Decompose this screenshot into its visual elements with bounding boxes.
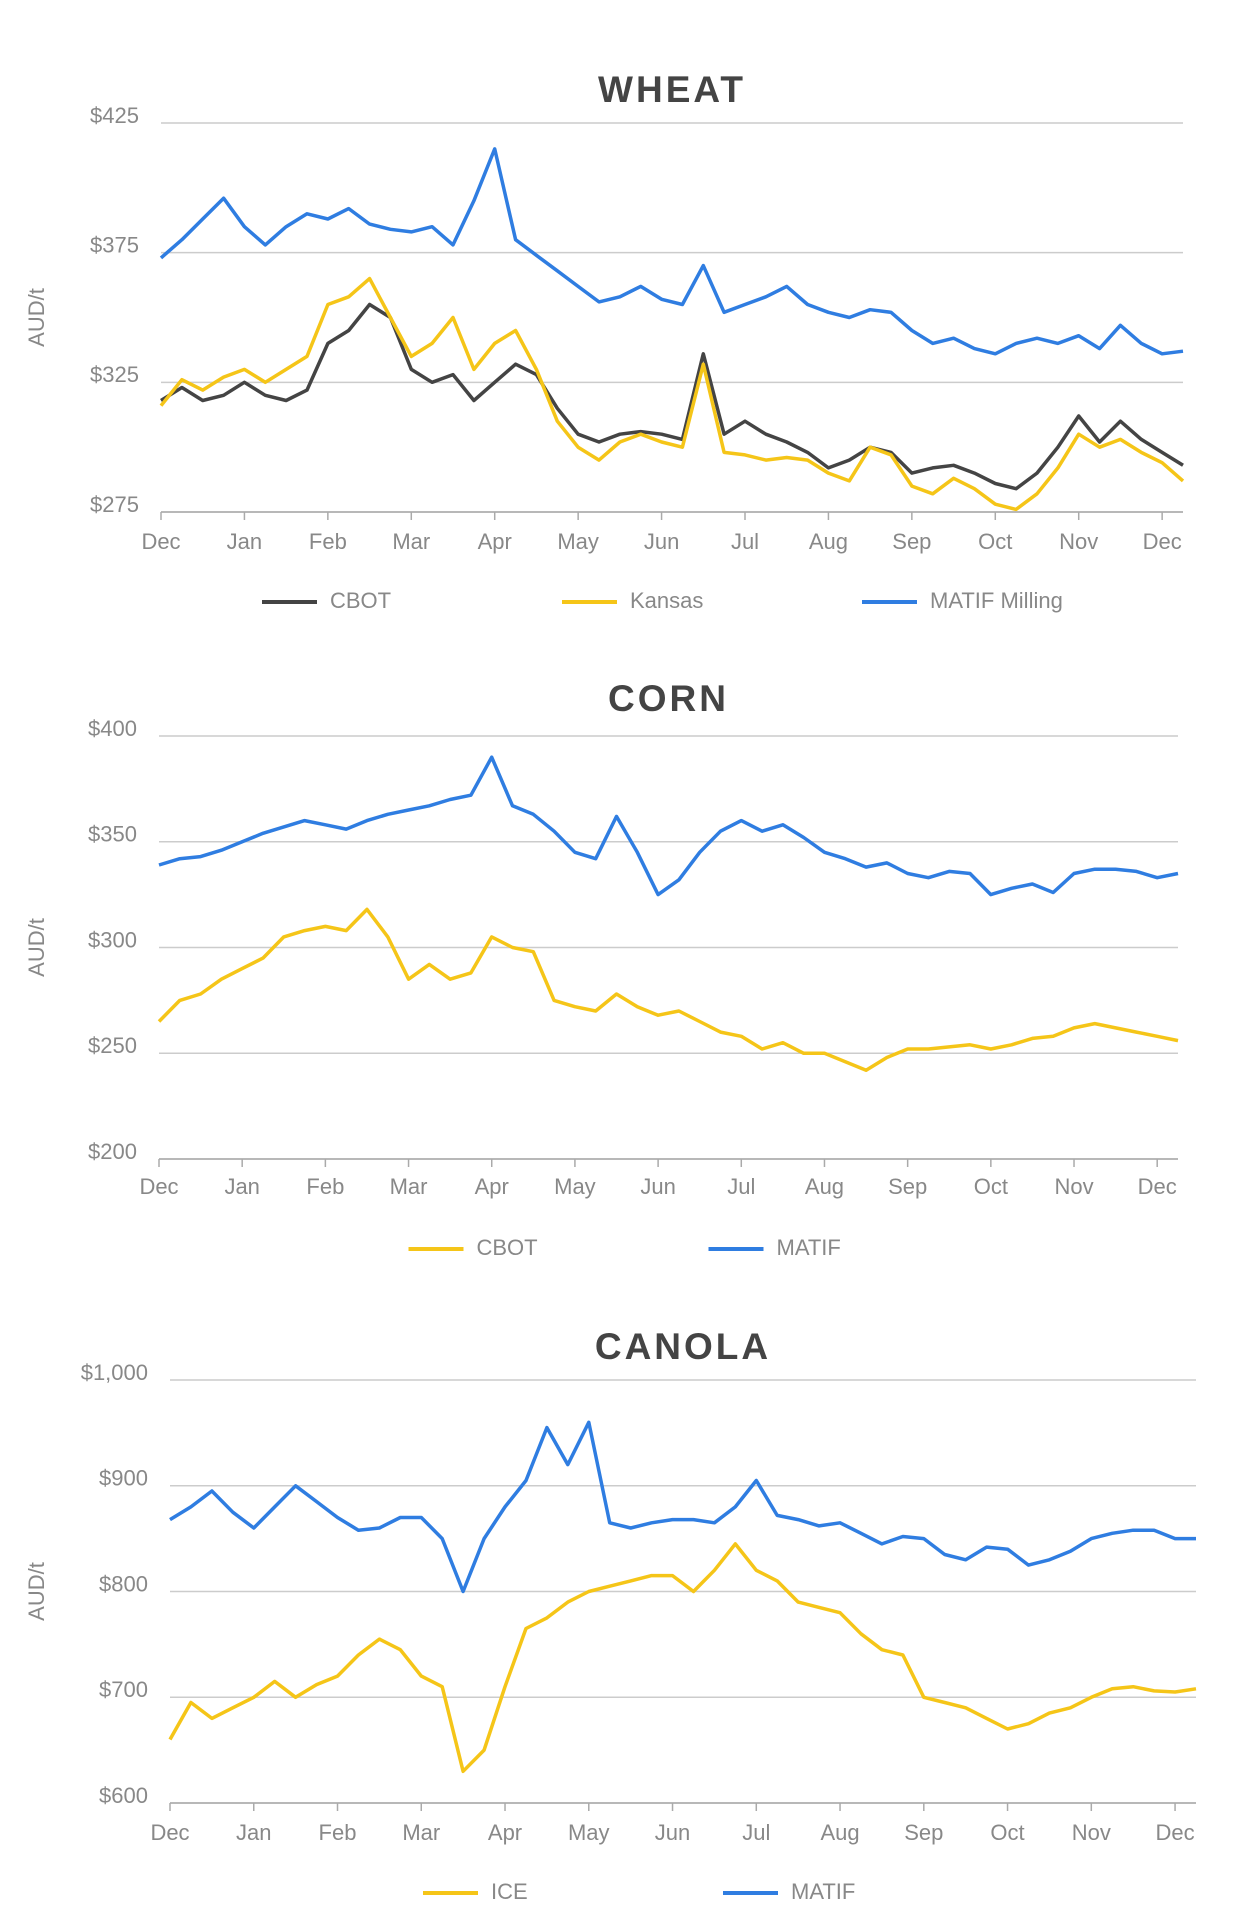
y-axis-label: AUD/t	[24, 1562, 49, 1621]
x-tick-label: Dec	[139, 1174, 178, 1199]
x-tick-label: Dec	[1138, 1174, 1177, 1199]
x-tick-label: Feb	[309, 529, 347, 554]
x-tick-label: Nov	[1054, 1174, 1093, 1199]
x-tick-label: Jan	[224, 1174, 259, 1199]
x-tick-label: Dec	[1155, 1820, 1194, 1845]
chart-title: CANOLA	[595, 1326, 771, 1367]
x-tick-label: Nov	[1072, 1820, 1111, 1845]
x-tick-label: Dec	[1143, 529, 1182, 554]
x-tick-label: Jan	[227, 529, 262, 554]
x-tick-label: Sep	[892, 529, 931, 554]
x-tick-label: Jun	[640, 1174, 675, 1199]
y-tick-label: $250	[88, 1033, 137, 1058]
x-tick-label: May	[557, 529, 599, 554]
legend-label: Kansas	[630, 588, 703, 613]
y-tick-label: $700	[99, 1677, 148, 1702]
x-tick-label: Apr	[475, 1174, 509, 1199]
legend-label: CBOT	[330, 588, 391, 613]
x-tick-label: Aug	[805, 1174, 844, 1199]
x-tick-label: Aug	[809, 529, 848, 554]
x-tick-label: Oct	[978, 529, 1012, 554]
x-tick-label: Oct	[974, 1174, 1008, 1199]
line-series	[160, 302, 1184, 491]
chart-title: WHEAT	[598, 69, 746, 110]
line-series	[159, 147, 1184, 356]
x-tick-label: Mar	[392, 529, 430, 554]
y-tick-label: $400	[88, 716, 137, 741]
x-tick-label: Oct	[990, 1820, 1024, 1845]
y-tick-label: $275	[90, 492, 139, 517]
x-tick-label: Jul	[727, 1174, 755, 1199]
y-tick-label: $375	[90, 232, 139, 257]
line-series	[158, 755, 1179, 897]
y-tick-label: $325	[90, 362, 139, 387]
x-tick-label: Sep	[888, 1174, 927, 1199]
line-series	[169, 1420, 1196, 1594]
y-axis-label: AUD/t	[24, 918, 49, 977]
x-tick-label: Feb	[306, 1174, 344, 1199]
x-tick-label: Dec	[141, 529, 180, 554]
y-tick-label: $800	[99, 1571, 148, 1596]
line-series	[157, 907, 1179, 1072]
x-tick-label: Jan	[236, 1820, 271, 1845]
x-tick-label: Feb	[319, 1820, 357, 1845]
y-tick-label: $1,000	[81, 1360, 148, 1385]
x-tick-label: Jul	[731, 529, 759, 554]
legend-label: MATIF	[777, 1235, 841, 1260]
y-tick-label: $900	[99, 1466, 148, 1491]
y-tick-label: $600	[99, 1783, 148, 1808]
x-tick-label: Jul	[742, 1820, 770, 1845]
legend-label: CBOT	[477, 1235, 538, 1260]
x-tick-label: Jun	[655, 1820, 690, 1845]
y-axis-label: AUD/t	[24, 288, 49, 347]
y-tick-label: $300	[88, 927, 137, 952]
x-tick-label: Sep	[904, 1820, 943, 1845]
y-tick-label: $200	[88, 1139, 137, 1164]
x-tick-label: Nov	[1059, 529, 1098, 554]
x-tick-label: Jun	[644, 529, 679, 554]
y-tick-label: $425	[90, 103, 139, 128]
line-series	[168, 1542, 1197, 1774]
x-tick-label: May	[568, 1820, 610, 1845]
x-tick-label: May	[554, 1174, 596, 1199]
chart-title: CORN	[608, 678, 729, 719]
legend-label: ICE	[491, 1879, 528, 1904]
line-series	[159, 276, 1185, 512]
legend-label: MATIF	[791, 1879, 855, 1904]
x-tick-label: Aug	[820, 1820, 859, 1845]
x-tick-label: Mar	[390, 1174, 428, 1199]
y-tick-label: $350	[88, 822, 137, 847]
x-tick-label: Mar	[402, 1820, 440, 1845]
x-tick-label: Apr	[488, 1820, 522, 1845]
x-tick-label: Apr	[478, 529, 512, 554]
x-tick-label: Dec	[150, 1820, 189, 1845]
legend-label: MATIF Milling	[930, 588, 1063, 613]
